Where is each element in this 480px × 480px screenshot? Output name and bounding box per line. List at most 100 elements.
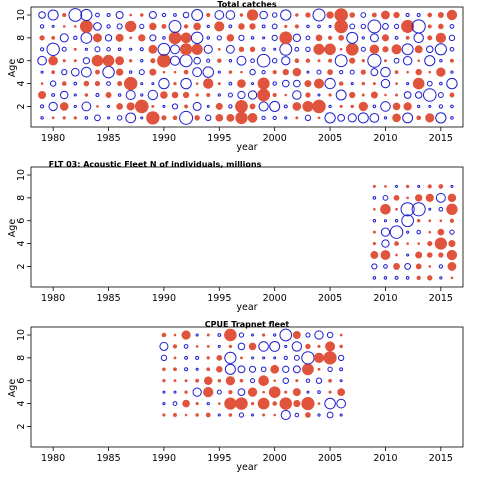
residual-negative-point [384, 59, 387, 63]
residual-positive-point [339, 413, 343, 417]
residual-negative-point [228, 70, 233, 74]
residual-negative-point [392, 113, 401, 123]
residual-positive-point [394, 275, 399, 280]
residual-negative-point [415, 68, 422, 76]
residual-positive-point [293, 354, 300, 361]
residual-positive-point [37, 55, 47, 66]
residual-negative-point [273, 379, 277, 383]
residual-negative-point [360, 69, 366, 75]
residual-negative-point [238, 23, 245, 30]
x-tick-label: 2005 [318, 133, 342, 144]
residual-positive-point [271, 23, 278, 30]
residual-negative-point [295, 13, 299, 17]
residual-negative-point [372, 241, 376, 246]
residual-positive-point [161, 12, 167, 18]
residual-positive-point [191, 9, 204, 21]
residual-negative-point [292, 102, 302, 111]
residual-positive-point [416, 229, 421, 235]
residual-positive-point [284, 116, 288, 120]
residual-negative-point [92, 33, 102, 43]
residual-negative-point [206, 12, 211, 18]
residual-negative-point [414, 45, 423, 54]
residual-negative-point [126, 102, 135, 111]
residual-positive-point [294, 46, 300, 52]
residual-positive-point [335, 89, 347, 101]
residual-negative-point [102, 54, 115, 67]
residual-positive-point [381, 239, 390, 248]
residual-positive-point [413, 32, 424, 44]
residual-positive-point [402, 112, 414, 124]
residual-negative-point [405, 184, 410, 189]
residual-positive-point [446, 77, 458, 90]
residual-positive-point [339, 367, 344, 372]
residual-negative-point [405, 35, 410, 40]
residual-negative-point [91, 54, 104, 67]
residual-negative-point [358, 101, 368, 112]
residual-positive-point [192, 387, 202, 397]
residual-negative-point [228, 344, 233, 349]
residual-positive-point [347, 113, 357, 123]
residual-negative-point [83, 80, 90, 87]
residual-negative-point [105, 92, 112, 98]
residual-negative-point [95, 69, 100, 75]
residual-negative-point [161, 115, 167, 121]
residual-positive-point [225, 44, 235, 54]
residual-negative-point [157, 53, 171, 68]
residual-negative-point [325, 341, 336, 352]
residual-positive-point [140, 59, 144, 63]
residual-negative-point [381, 34, 390, 42]
residual-positive-point [405, 12, 410, 18]
residual-negative-point [447, 262, 457, 271]
residual-negative-point [117, 81, 123, 87]
residual-negative-point [416, 218, 421, 223]
x-tick-label: 2015 [429, 133, 453, 144]
x-tick-label: 1990 [152, 133, 176, 144]
residual-negative-point [262, 390, 265, 394]
residual-positive-point [383, 219, 387, 223]
residual-positive-point [249, 365, 257, 373]
residual-positive-point [317, 24, 321, 29]
residual-negative-point [302, 100, 314, 112]
x-tick-label: 2010 [373, 293, 397, 304]
residual-positive-point [426, 45, 434, 54]
residual-negative-point [195, 93, 199, 97]
residual-negative-point [380, 203, 391, 215]
residual-positive-point [238, 34, 245, 41]
x-tick-label: 1995 [207, 453, 231, 464]
residual-positive-point [338, 354, 345, 362]
residual-positive-point [173, 13, 177, 17]
residual-positive-point [192, 101, 202, 111]
residual-negative-point [268, 386, 281, 398]
residual-positive-point [382, 194, 389, 201]
residual-positive-point [217, 413, 221, 417]
y-tick-label: 2 [16, 423, 27, 429]
residual-negative-point [426, 252, 433, 258]
residual-positive-point [406, 230, 410, 234]
residual-negative-point [449, 218, 455, 223]
residual-negative-point [284, 93, 288, 97]
residual-positive-point [328, 24, 332, 28]
residual-negative-point [115, 33, 124, 42]
residual-negative-point [349, 12, 356, 18]
residual-positive-point [184, 355, 188, 360]
residual-positive-point [450, 104, 454, 109]
residual-positive-point [73, 81, 78, 86]
residual-negative-point [317, 116, 321, 120]
residual-positive-point [439, 59, 443, 63]
residual-positive-point [228, 58, 233, 63]
residual-positive-point [39, 47, 45, 52]
residual-positive-point [439, 81, 443, 86]
residual-positive-point [279, 328, 293, 342]
residual-negative-point [380, 250, 391, 260]
residual-negative-point [215, 102, 223, 110]
residual-negative-point [338, 81, 344, 86]
residual-negative-point [391, 44, 402, 55]
residual-negative-point [217, 378, 222, 383]
residual-negative-point [257, 397, 270, 410]
panel-title: Total catches [217, 0, 276, 9]
residual-positive-point [228, 81, 233, 86]
residual-positive-point [314, 330, 324, 340]
residual-negative-point [415, 194, 423, 202]
residual-positive-point [128, 70, 133, 74]
residual-negative-point [393, 263, 400, 270]
